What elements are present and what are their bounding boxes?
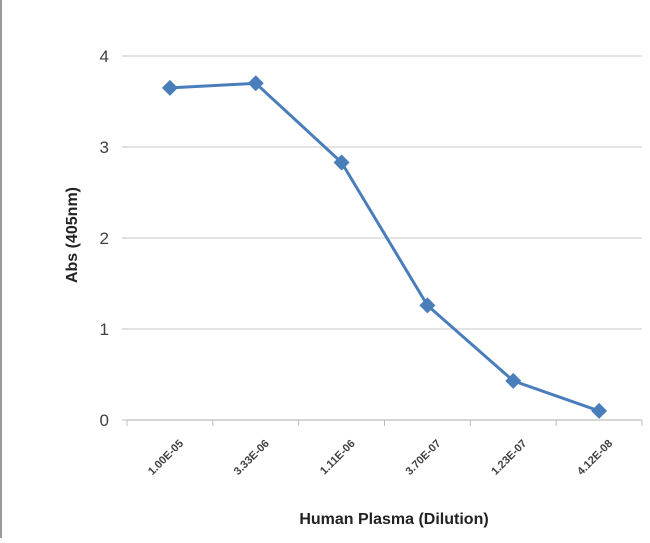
y-tick-label: 2 (100, 229, 109, 248)
data-point-diamond (161, 79, 178, 96)
data-point-diamond (247, 75, 264, 92)
data-point-diamond (333, 154, 350, 171)
data-series (161, 75, 608, 419)
x-tick-label: 1.23E-07 (489, 438, 529, 478)
y-tick-label: 4 (100, 47, 109, 66)
x-tick-label: 1.00E-05 (146, 438, 186, 478)
x-tick-label: 3.33E-06 (232, 438, 272, 478)
x-axis-title: Human Plasma (Dilution) (299, 511, 488, 528)
series-line (169, 81, 600, 413)
x-tick-label: 1.11E-06 (318, 438, 358, 478)
data-point-diamond (591, 402, 608, 419)
y-axis-ticks: 0 1 2 3 4 (100, 47, 109, 430)
data-point-diamond (419, 297, 436, 314)
y-tick-label: 3 (100, 138, 109, 157)
x-tick-label: 3.70E-07 (403, 438, 443, 478)
data-point-diamond (505, 372, 522, 389)
x-tick-label: 4.12E-08 (575, 438, 615, 478)
y-tick-label: 0 (100, 411, 109, 430)
x-axis-ticks: 1.00E-05 3.33E-06 1.11E-06 3.70E-07 1.23E-07… (146, 438, 615, 478)
y-tick-label: 1 (100, 320, 109, 339)
y-axis-title: Abs (405nm) (64, 187, 81, 283)
gridlines (122, 55, 643, 426)
